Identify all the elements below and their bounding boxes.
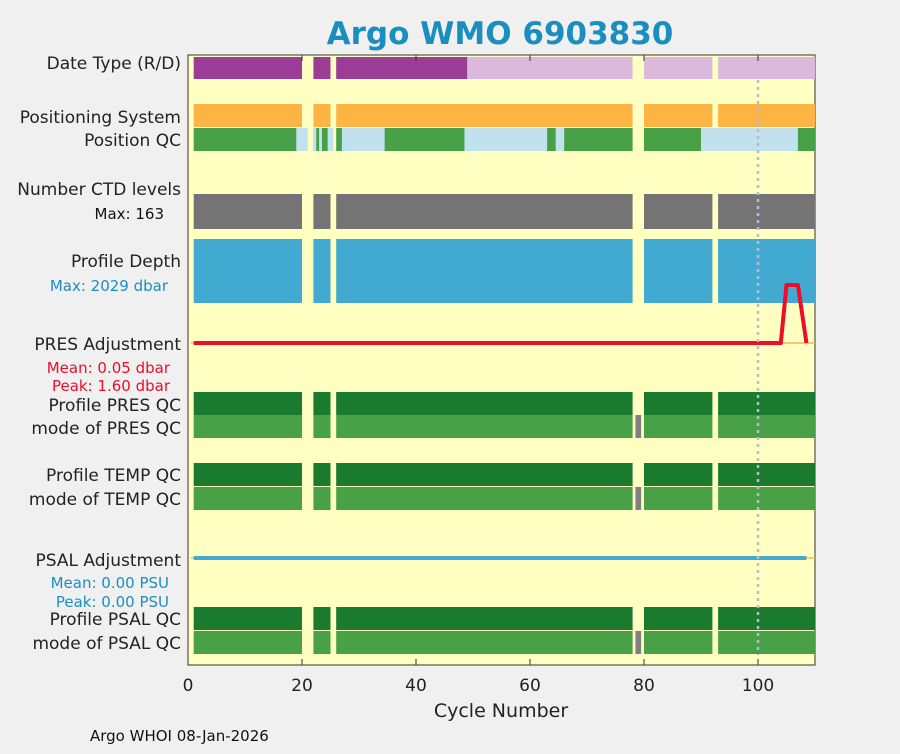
- mode-temp-qc-bar: [718, 487, 815, 510]
- mode-temp-qc-bar: [193, 487, 302, 510]
- x-tick-label: 60: [519, 676, 541, 696]
- position-qc-bar: [644, 128, 713, 151]
- mode-psal-qc-bar: [313, 631, 331, 654]
- mode-pres-qc-bar: [336, 415, 633, 438]
- ctd-levels-bar: [718, 194, 815, 229]
- date-type-delayed-bar: [193, 57, 302, 79]
- position-qc-light-bar: [313, 128, 317, 151]
- mode-temp-qc-bar: [644, 487, 713, 510]
- ctd-levels-bar: [336, 194, 633, 229]
- profile-temp-qc-bar: [336, 463, 633, 486]
- profile-temp-qc-bar: [644, 463, 713, 486]
- profile-temp-qc-bar: [313, 463, 331, 486]
- profile-depth-bar: [313, 239, 331, 303]
- row-label-mode-psal-qc: mode of PSAL QC: [32, 634, 181, 654]
- row-label-positioning-system: Positioning System: [20, 108, 181, 128]
- x-tick-label: 0: [183, 676, 194, 696]
- ctd-max-label: Max: 163: [95, 205, 164, 223]
- row-label-psal-adjustment: PSAL Adjustment: [36, 551, 182, 571]
- profile-depth-bar: [193, 239, 302, 303]
- ctd-levels-bar: [193, 194, 302, 229]
- x-tick-label: 100: [742, 676, 774, 696]
- date-type-delayed-bar: [336, 57, 468, 79]
- row-label-profile-pres-qc: Profile PRES QC: [48, 396, 181, 416]
- profile-pres-qc-bar: [193, 392, 302, 415]
- profile-depth-bar: [644, 239, 713, 303]
- ctd-levels-bar: [644, 194, 713, 229]
- pres-mean-label: Mean: 0.05 dbar: [47, 359, 171, 377]
- row-label-pres-adjustment: PRES Adjustment: [34, 335, 181, 355]
- row-label-profile-temp-qc: Profile TEMP QC: [46, 466, 181, 486]
- profile-psal-qc-bar: [193, 607, 302, 630]
- mode-temp-qc-bar: [313, 487, 331, 510]
- x-axis-label: Cycle Number: [434, 700, 568, 722]
- date-type-realtime-bar: [467, 57, 633, 79]
- profile-pres-qc-bar: [718, 392, 815, 415]
- mode-psal-qc-bar: [644, 631, 713, 654]
- row-label-ctd-levels: Number CTD levels: [17, 180, 181, 200]
- chart-title: Argo WMO 6903830: [327, 16, 674, 52]
- profile-depth-bar: [336, 239, 633, 303]
- mode-temp-qc-bar: [336, 487, 633, 510]
- position-qc-light-bar: [464, 128, 548, 151]
- profile-psal-qc-bar: [718, 607, 815, 630]
- psal-peak-label: Peak: 0.00 PSU: [56, 593, 169, 611]
- profile-psal-qc-bar: [644, 607, 713, 630]
- pres-adjustment-line: [193, 283, 809, 345]
- profile-temp-qc-bar: [193, 463, 302, 486]
- position-qc-light-bar: [341, 128, 385, 151]
- row-label-mode-temp-qc: mode of TEMP QC: [29, 490, 181, 510]
- mode-pres-qc-bar: [644, 415, 713, 438]
- row-label-profile-psal-qc: Profile PSAL QC: [50, 610, 181, 630]
- pres-peak-label: Peak: 1.60 dbar: [52, 377, 171, 395]
- mode-pres-qc-bar: [313, 415, 331, 438]
- mode-psal-qc-bar: [193, 631, 302, 654]
- plot-area: [187, 54, 816, 666]
- position-qc-light-bar: [296, 128, 308, 151]
- mode-qc-grey-mark: [635, 415, 642, 438]
- data-layer: [187, 55, 815, 665]
- position-qc-light-bar: [319, 128, 322, 151]
- date-type-realtime-bar: [718, 57, 815, 79]
- profile-psal-qc-bar: [336, 607, 633, 630]
- positioning-system-bar: [644, 104, 713, 127]
- date-type-realtime-bar: [644, 57, 713, 79]
- mode-psal-qc-bar: [336, 631, 633, 654]
- mode-pres-qc-bar: [718, 415, 815, 438]
- positioning-system-bar: [313, 104, 331, 127]
- depth-max-label: Max: 2029 dbar: [50, 277, 169, 295]
- profile-pres-qc-bar: [336, 392, 633, 415]
- row-label-date-type: Date Type (R/D): [47, 54, 181, 74]
- mode-qc-grey-mark: [635, 631, 642, 654]
- x-tick-label: 80: [633, 676, 655, 696]
- position-qc-light-bar: [701, 128, 798, 151]
- positioning-system-bar: [336, 104, 633, 127]
- psal-mean-label: Mean: 0.00 PSU: [51, 574, 169, 592]
- ctd-levels-bar: [313, 194, 331, 229]
- profile-psal-qc-bar: [313, 607, 331, 630]
- mode-qc-grey-mark: [635, 487, 642, 510]
- row-label-profile-depth: Profile Depth: [71, 252, 181, 272]
- position-qc-bar: [193, 128, 302, 151]
- mode-pres-qc-bar: [193, 415, 302, 438]
- profile-pres-qc-bar: [644, 392, 713, 415]
- row-label-mode-pres-qc: mode of PRES QC: [31, 419, 181, 439]
- position-qc-light-bar: [327, 128, 334, 151]
- profile-temp-qc-bar: [718, 463, 815, 486]
- date-type-delayed-bar: [313, 57, 331, 79]
- row-label-position-qc: Position QC: [84, 131, 181, 151]
- position-qc-light-bar: [555, 128, 565, 151]
- positioning-system-bar: [193, 104, 302, 127]
- mode-psal-qc-bar: [718, 631, 815, 654]
- x-tick-label: 20: [291, 676, 313, 696]
- x-axis: 0 20 40 60 80 100: [183, 676, 775, 696]
- positioning-system-bar: [718, 104, 815, 127]
- profile-pres-qc-bar: [313, 392, 331, 415]
- x-tick-label: 40: [405, 676, 427, 696]
- footer-label: Argo WHOI 08-Jan-2026: [90, 727, 269, 745]
